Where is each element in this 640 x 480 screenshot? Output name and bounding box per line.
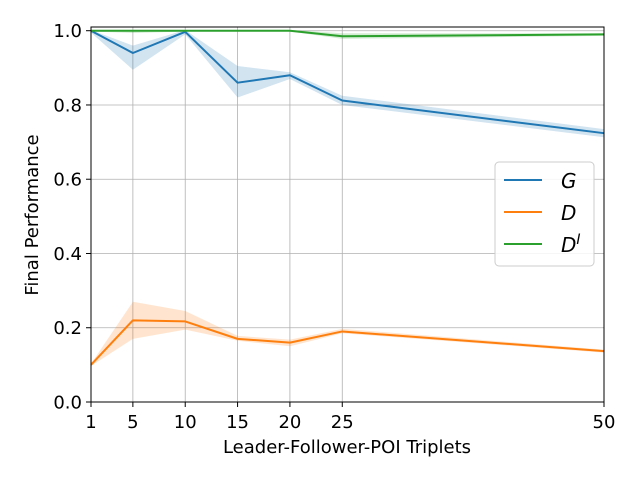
line-series-3	[91, 29, 605, 38]
y-tick-label: 1.0	[53, 21, 82, 42]
x-tick-label: 15	[226, 412, 249, 433]
band-series-1	[91, 29, 604, 138]
line-series-1	[90, 29, 605, 135]
legend-label-superscript: I	[576, 232, 580, 248]
y-axis-title: Final Performance	[22, 134, 43, 295]
legend-label-text: G	[561, 169, 577, 193]
x-tick-label: 5	[127, 412, 138, 433]
band-series-2	[91, 301, 604, 366]
x-tick-label: 50	[593, 412, 616, 433]
y-tick-label: 0.2	[53, 318, 82, 339]
legend-label-1: G	[561, 169, 577, 193]
legend-label-text: D	[561, 201, 576, 225]
x-axis-ticks: 1 5 10 15 20 25 50	[85, 402, 615, 433]
y-tick-label: 0.6	[53, 170, 82, 191]
x-axis-title: Leader-Follower-POI Triplets	[223, 437, 471, 458]
y-tick-label: 0.8	[53, 95, 82, 116]
band-series-3	[91, 29, 604, 39]
x-tick-label: 25	[331, 412, 354, 433]
line-series-2	[90, 319, 605, 366]
y-tick-label: 0.0	[53, 393, 82, 414]
x-tick-label: 20	[278, 412, 301, 433]
legend-label-2: D	[561, 201, 576, 225]
plot-frame	[90, 26, 605, 403]
y-tick-label: 0.4	[53, 244, 82, 265]
y-axis-ticks: 0.0 0.2 0.4 0.6 0.8 1.0	[53, 21, 91, 414]
series-lines	[90, 29, 605, 366]
legend-box	[494, 161, 595, 267]
x-tick-label: 10	[174, 412, 197, 433]
legend-label-text: D	[561, 233, 576, 257]
confidence-bands	[91, 29, 604, 366]
x-tick-label: 1	[85, 412, 96, 433]
legend-label-3: DI	[561, 232, 581, 257]
